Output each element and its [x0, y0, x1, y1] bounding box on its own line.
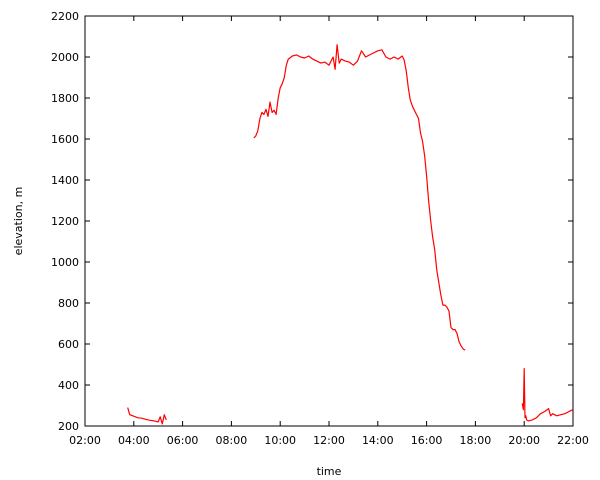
x-tick-label: 08:00	[216, 434, 248, 447]
series-line-segment-2	[253, 44, 466, 351]
x-tick-label: 02:00	[69, 434, 101, 447]
y-tick-label: 1600	[51, 133, 79, 146]
y-tick-label: 1000	[51, 256, 79, 269]
x-axis-title: time	[317, 465, 342, 478]
y-tick-label: 800	[58, 297, 79, 310]
x-tick-label: 10:00	[264, 434, 296, 447]
y-tick-label: 1800	[51, 92, 79, 105]
y-tick-label: 200	[58, 420, 79, 433]
x-tick-label: 16:00	[411, 434, 443, 447]
plot-frame	[84, 15, 574, 427]
x-tick-label: 14:00	[362, 434, 394, 447]
x-tick-label: 18:00	[460, 434, 492, 447]
y-tick-label: 1200	[51, 215, 79, 228]
series-line-segment-1	[127, 407, 167, 425]
x-axis: 02:00 04:00 06:00 08:00 10:00 12:00 14:00 16:00…	[69, 16, 589, 447]
y-tick-label: 1400	[51, 174, 79, 187]
y-tick-label: 600	[58, 338, 79, 351]
y-tick-label: 2200	[51, 10, 79, 23]
y-tick-label: 2000	[51, 51, 79, 64]
x-tick-label: 20:00	[508, 434, 540, 447]
y-axis: 200 400 600 800 1000 1200 1400 1600 1800 2000 2200	[51, 10, 573, 433]
y-axis-title: elevation, m	[12, 187, 25, 256]
series-group	[127, 44, 574, 425]
x-tick-label: 12:00	[313, 434, 345, 447]
series-line-segment-3	[521, 368, 574, 422]
x-tick-label: 06:00	[167, 434, 199, 447]
y-tick-label: 400	[58, 379, 79, 392]
x-tick-label: 04:00	[118, 434, 150, 447]
x-tick-label: 22:00	[557, 434, 589, 447]
